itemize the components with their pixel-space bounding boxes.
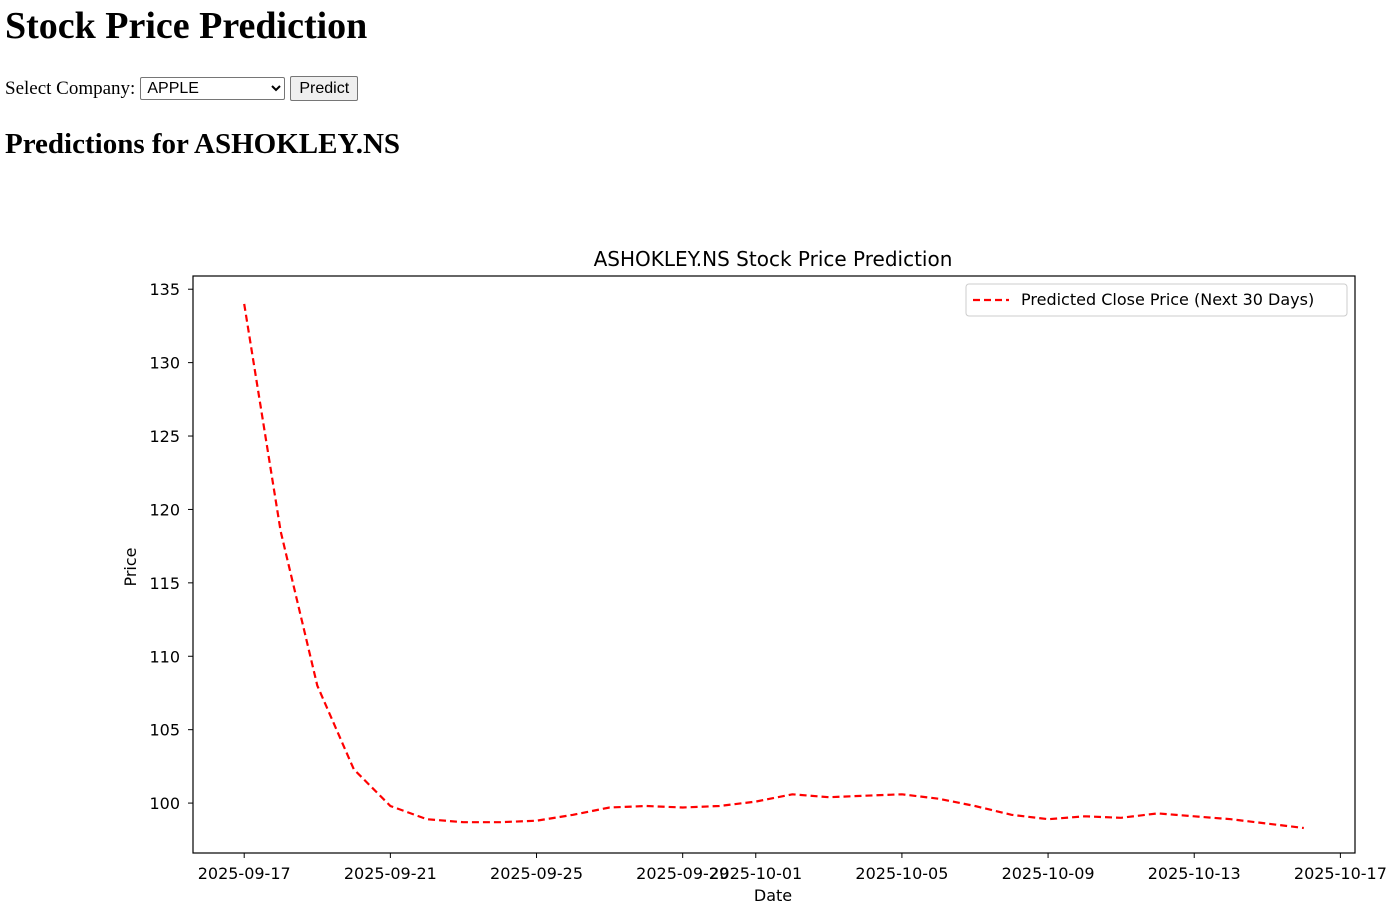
y-tick-label: 120 <box>149 500 180 519</box>
x-tick-label: 2025-09-17 <box>198 864 291 883</box>
y-tick-label: 115 <box>149 574 180 593</box>
y-tick-label: 110 <box>149 647 180 666</box>
x-axis: 2025-09-17 2025-09-21 2025-09-25 2025-09-29… <box>198 853 1387 883</box>
plot-area <box>192 275 1356 854</box>
legend-box <box>965 283 1348 317</box>
x-tick-label: 2025-09-25 <box>490 864 583 883</box>
company-select[interactable]: APPLE <box>140 77 286 100</box>
y-tick-label: 100 <box>149 794 180 813</box>
predict-button[interactable]: Predict <box>290 76 359 101</box>
x-tick-label: 2025-09-21 <box>344 864 437 883</box>
select-company-label: Select Company: <box>5 77 136 99</box>
x-tick-label: 2025-10-17 <box>1294 864 1387 883</box>
x-tick-label: 2025-10-09 <box>1002 864 1095 883</box>
chart-legend: Predicted Close Price (Next 30 Days) <box>965 283 1348 317</box>
y-tick-label: 125 <box>149 427 180 446</box>
x-tick-label: 2025-09-29 <box>636 864 729 883</box>
y-tick-label: 105 <box>149 721 180 740</box>
x-tick-label: 2025-10-13 <box>1148 864 1241 883</box>
y-axis: 100 105 110 115 120 125 130 135 <box>149 280 193 813</box>
y-tick-label: 130 <box>149 354 180 373</box>
predictions-heading: Predictions for ASHOKLEY.NS <box>5 128 401 160</box>
y-tick-label: 135 <box>149 280 180 299</box>
x-tick-label: 2025-10-01 <box>709 864 802 883</box>
x-axis-label: Date <box>754 886 792 901</box>
company-form: Select Company: APPLE Predict <box>5 76 359 101</box>
chart-title: ASHOKLEY.NS Stock Price Prediction <box>594 247 953 271</box>
legend-label: Predicted Close Price (Next 30 Days) <box>1021 290 1314 309</box>
predicted-close-line <box>243 303 1304 830</box>
x-tick-label: 2025-10-05 <box>855 864 948 883</box>
y-axis-label: Price <box>121 547 140 586</box>
page-title: Stock Price Prediction <box>5 5 368 47</box>
